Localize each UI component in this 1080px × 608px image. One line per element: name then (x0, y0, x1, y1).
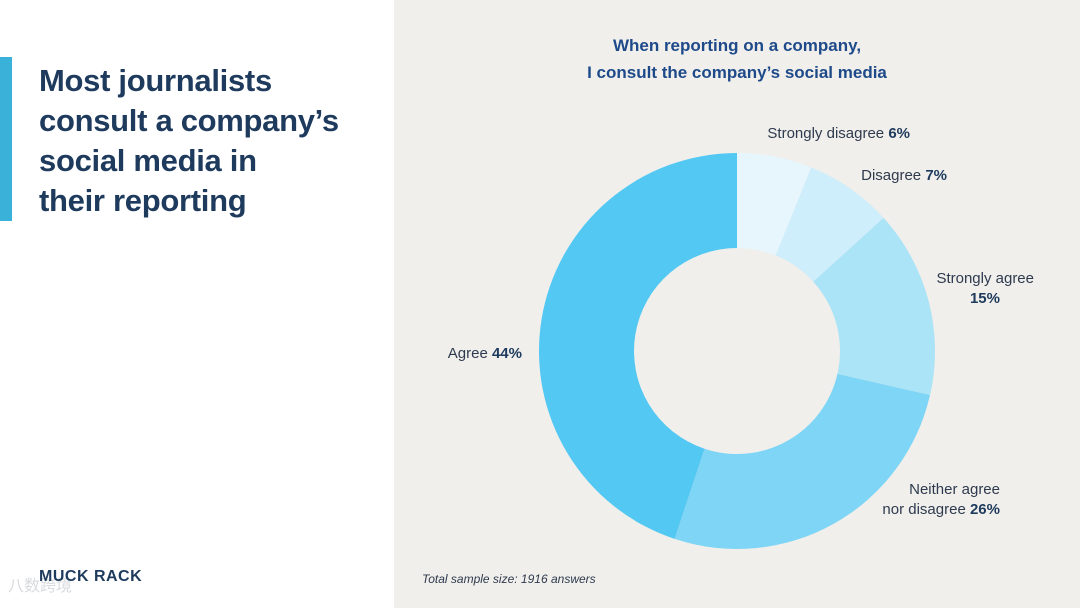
slice-label-disagree: Disagree 7% (861, 167, 947, 184)
headline: Most journalists consult a company’s soc… (39, 61, 379, 221)
headline-line-3: social media in (39, 143, 257, 178)
brand-logo: MUCK RACK (39, 568, 143, 585)
headline-line-1: Most journalists (39, 63, 272, 98)
donut-chart: Strongly disagree 6% Disagree 7% Strongly … (448, 125, 1034, 549)
donut-slice-strongly-agree (813, 217, 935, 396)
donut-slice-strongly-disagree (737, 153, 812, 256)
slice-label-strongly-agree: Strongly agree 15% (936, 270, 1034, 307)
slice-label-agree: Agree 44% (448, 345, 522, 362)
headline-line-2: consult a company’s (39, 103, 339, 138)
accent-bar (0, 57, 12, 221)
chart-panel: Strongly disagree 6% Disagree 7% Strongly … (394, 0, 1080, 608)
chart-title-line-1: When reporting on a company, (612, 36, 862, 55)
donut-slice-agree (539, 153, 737, 539)
slice-label-strongly-disagree: Strongly disagree 6% (767, 125, 910, 142)
donut-slice-neither-agree (674, 373, 931, 549)
headline-line-4: their reporting (39, 183, 247, 218)
donut-slice-disagree (775, 167, 884, 282)
slice-label-neither-agree: Neither agree nor disagree 26% (882, 481, 1000, 518)
chart-title-line-2: I consult the company’s social media (587, 63, 887, 82)
chart-title: When reporting on a company, I consult t… (394, 32, 1080, 86)
watermark: 八数跨境 (8, 578, 73, 595)
left-panel: Most journalists consult a company’s soc… (0, 0, 394, 608)
sample-size-footnote: Total sample size: 1916 answers (422, 572, 596, 586)
